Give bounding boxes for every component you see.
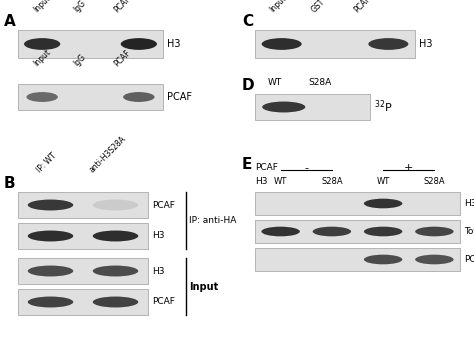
Text: IP: WT: IP: WT: [35, 151, 58, 174]
Ellipse shape: [28, 266, 73, 276]
Text: D: D: [242, 78, 255, 93]
Ellipse shape: [93, 199, 138, 210]
Text: IgG: IgG: [72, 52, 88, 68]
Bar: [255, 220, 460, 243]
Text: PCAF: PCAF: [464, 255, 474, 264]
Ellipse shape: [121, 38, 157, 50]
Text: Input: Input: [189, 282, 218, 292]
Text: B: B: [4, 176, 16, 191]
Text: A: A: [4, 14, 16, 29]
Ellipse shape: [261, 227, 300, 236]
Ellipse shape: [28, 199, 73, 210]
Text: WT: WT: [268, 78, 282, 87]
Text: anti-H3S28A: anti-H3S28A: [88, 134, 128, 174]
Bar: [18, 192, 148, 218]
Bar: [18, 258, 148, 284]
Text: PCAF: PCAF: [152, 297, 175, 306]
Ellipse shape: [364, 199, 402, 208]
Text: WT: WT: [376, 177, 390, 186]
Text: S28A: S28A: [424, 177, 445, 186]
Text: $^{32}$P: $^{32}$P: [374, 99, 392, 115]
Text: WT: WT: [274, 177, 287, 186]
Text: PCAF: PCAF: [112, 48, 132, 68]
Ellipse shape: [28, 297, 73, 307]
Text: Input: Input: [268, 0, 289, 14]
Ellipse shape: [262, 38, 301, 50]
Text: GST: GST: [310, 0, 327, 14]
Bar: [18, 223, 148, 249]
Bar: [18, 84, 163, 110]
Text: Total H3: Total H3: [464, 227, 474, 236]
Text: H3S28ph: H3S28ph: [464, 199, 474, 208]
Text: -: -: [304, 163, 308, 173]
Ellipse shape: [415, 227, 454, 236]
Ellipse shape: [24, 38, 60, 50]
Text: PCAF: PCAF: [255, 163, 278, 172]
Bar: [255, 248, 460, 271]
Text: PCAF: PCAF: [167, 92, 192, 102]
Ellipse shape: [364, 227, 402, 236]
Text: H3: H3: [419, 39, 432, 49]
Ellipse shape: [28, 230, 73, 241]
Bar: [18, 30, 163, 58]
Ellipse shape: [364, 255, 402, 264]
Ellipse shape: [368, 38, 408, 50]
Ellipse shape: [93, 230, 138, 241]
Bar: [255, 30, 415, 58]
Text: H3: H3: [152, 266, 164, 276]
Text: +: +: [404, 163, 413, 173]
Ellipse shape: [93, 266, 138, 276]
Text: S28A: S28A: [309, 78, 332, 87]
Text: PCAF-FL: PCAF-FL: [352, 0, 380, 14]
Text: PCAF: PCAF: [112, 0, 132, 14]
Bar: [255, 192, 460, 215]
Text: IgG: IgG: [72, 0, 88, 14]
Ellipse shape: [262, 101, 305, 112]
Bar: [18, 289, 148, 315]
Bar: [255, 94, 370, 120]
Text: IP: anti-HA: IP: anti-HA: [189, 216, 237, 225]
Text: S28A: S28A: [321, 177, 343, 186]
Text: Input: Input: [32, 0, 53, 14]
Text: H3: H3: [167, 39, 181, 49]
Text: PCAF: PCAF: [152, 200, 175, 209]
Text: Input: Input: [32, 48, 53, 68]
Ellipse shape: [27, 92, 58, 102]
Ellipse shape: [313, 227, 351, 236]
Text: H3: H3: [152, 231, 164, 240]
Ellipse shape: [93, 297, 138, 307]
Ellipse shape: [415, 255, 454, 264]
Ellipse shape: [123, 92, 155, 102]
Text: E: E: [242, 157, 252, 172]
Text: C: C: [242, 14, 253, 29]
Text: H3: H3: [255, 177, 267, 186]
